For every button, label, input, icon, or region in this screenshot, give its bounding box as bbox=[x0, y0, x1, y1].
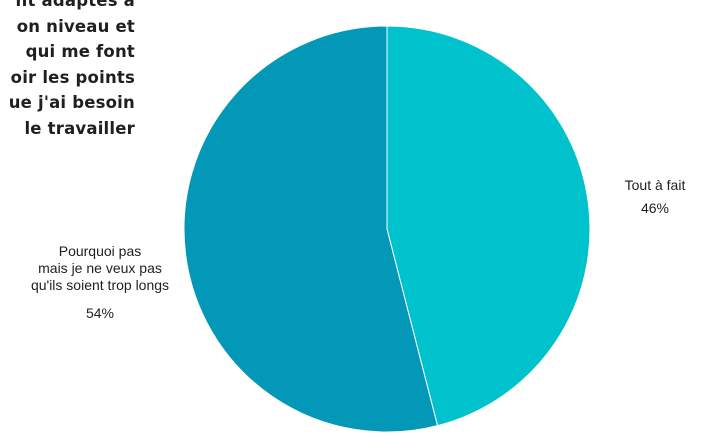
slice-label-line: Pourquoi pas bbox=[58, 243, 142, 259]
question-line: le travailler bbox=[24, 118, 135, 138]
slice-label-pourquoi-pas: Pourquoi pas mais je ne veux pas qu'ils … bbox=[10, 243, 190, 322]
question-line: on niveau et bbox=[16, 16, 135, 36]
pie-slice-2 bbox=[183, 25, 439, 433]
pie-slice-1 bbox=[386, 25, 591, 427]
slice-label-line: Tout à fait bbox=[624, 177, 686, 193]
slice-label-line: mais je ne veux pas bbox=[38, 260, 162, 276]
question-line: qui me font bbox=[25, 42, 135, 61]
question-line: nt adaptés à bbox=[15, 0, 135, 10]
slice-label-tout-a-fait: Tout à fait 46% bbox=[610, 177, 700, 217]
question-text: nt adaptés à on niveau et qui me font oi… bbox=[0, 0, 135, 141]
question-line: oir les points bbox=[10, 67, 135, 87]
slice-label-line: qu'ils soient trop longs bbox=[30, 277, 170, 293]
slice-percent: 46% bbox=[640, 200, 670, 216]
question-line: ue j'ai besoin bbox=[8, 93, 135, 112]
slice-percent: 54% bbox=[85, 305, 115, 321]
